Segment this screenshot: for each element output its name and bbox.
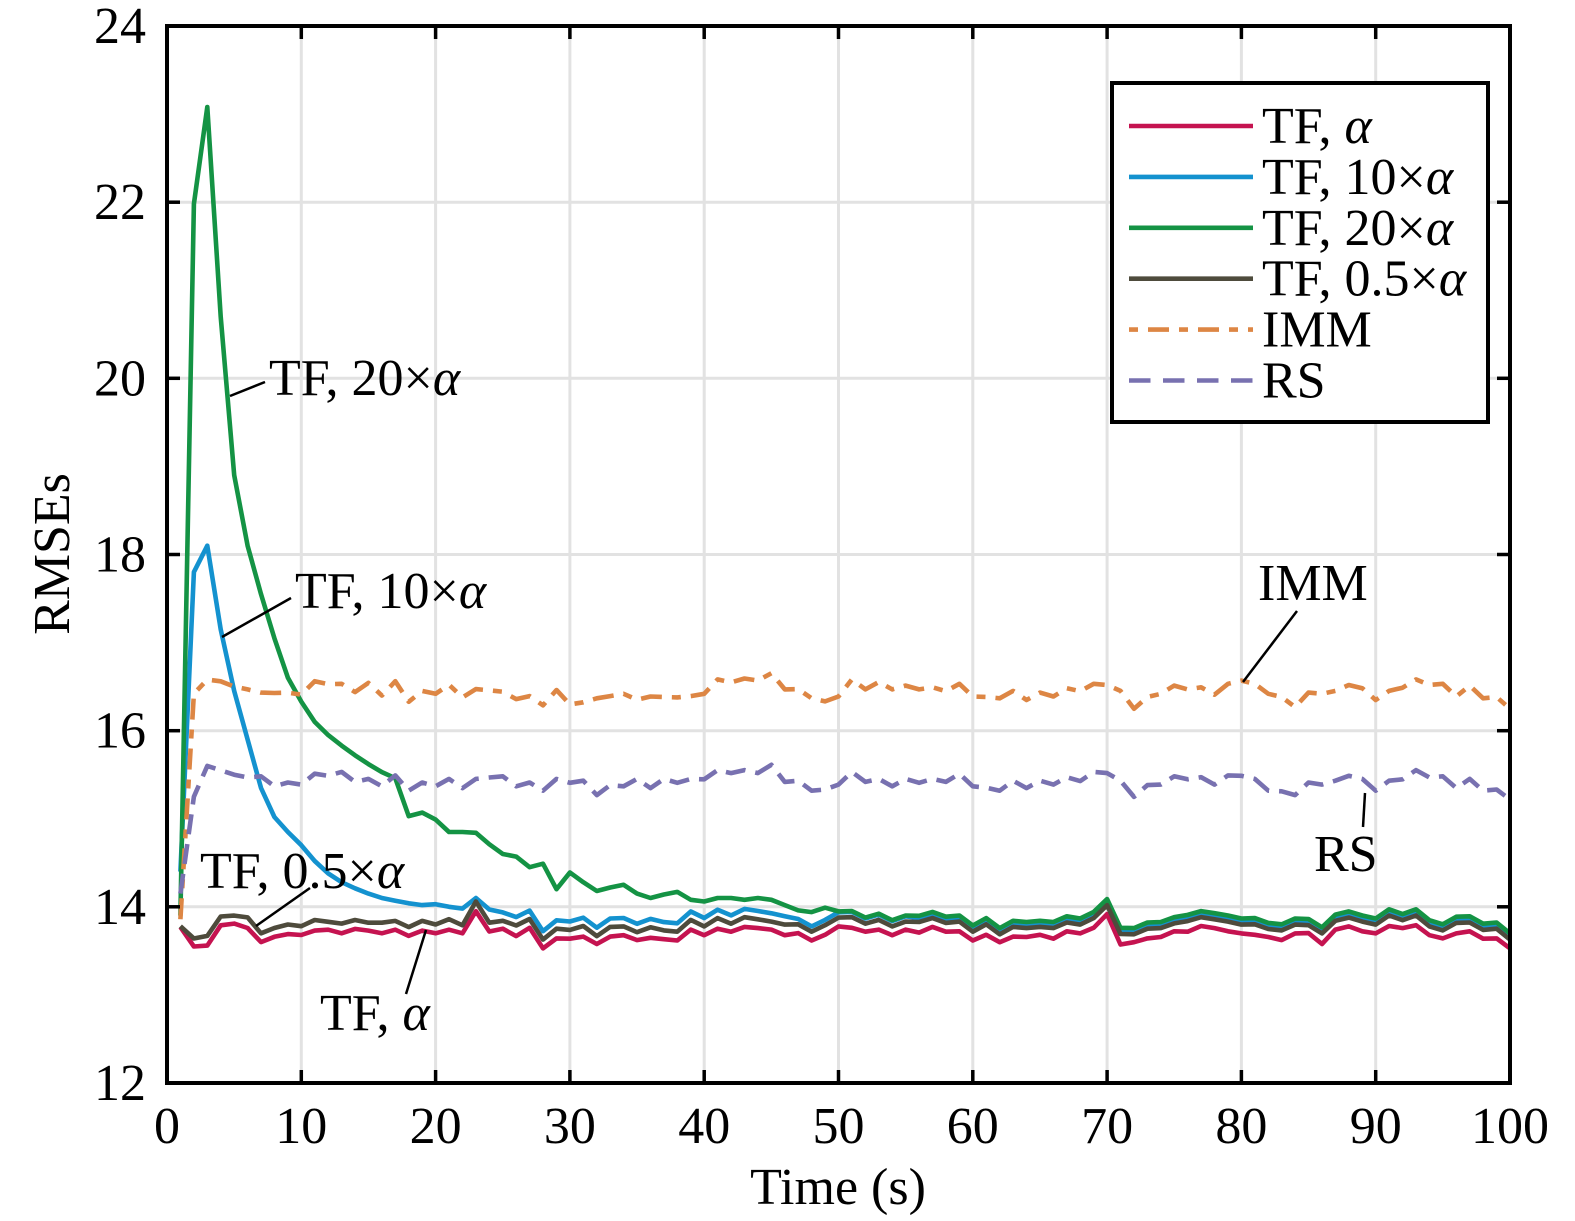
svg-text:Time (s): Time (s)	[750, 1159, 926, 1216]
svg-text:TF, α: TF, α	[320, 985, 432, 1042]
svg-text:14: 14	[94, 879, 146, 936]
svg-text:RS: RS	[1262, 353, 1326, 410]
svg-text:TF, 0.5×α: TF, 0.5×α	[1262, 251, 1468, 308]
svg-text:22: 22	[94, 174, 146, 231]
svg-text:18: 18	[94, 527, 146, 584]
svg-text:20: 20	[410, 1098, 462, 1155]
svg-text:20: 20	[94, 350, 146, 407]
svg-text:0: 0	[154, 1098, 180, 1155]
svg-text:24: 24	[94, 0, 146, 55]
svg-text:TF, 0.5×α: TF, 0.5×α	[200, 843, 406, 900]
svg-text:TF, 10×α: TF, 10×α	[1262, 149, 1455, 206]
svg-text:50: 50	[813, 1098, 865, 1155]
svg-text:10: 10	[275, 1098, 327, 1155]
svg-text:RS: RS	[1314, 826, 1378, 883]
svg-text:RMSEs: RMSEs	[24, 473, 81, 635]
svg-text:60: 60	[947, 1098, 999, 1155]
svg-text:90: 90	[1350, 1098, 1402, 1155]
svg-text:70: 70	[1081, 1098, 1133, 1155]
svg-text:80: 80	[1215, 1098, 1267, 1155]
svg-text:16: 16	[94, 703, 146, 760]
svg-text:TF, 20×α: TF, 20×α	[1262, 200, 1455, 257]
svg-text:12: 12	[94, 1055, 146, 1112]
svg-text:IMM: IMM	[1262, 302, 1372, 359]
svg-text:IMM: IMM	[1258, 555, 1368, 612]
svg-text:100: 100	[1471, 1098, 1549, 1155]
svg-text:40: 40	[678, 1098, 730, 1155]
svg-text:TF, 10×α: TF, 10×α	[295, 563, 488, 620]
svg-text:TF, 20×α: TF, 20×α	[269, 350, 462, 407]
svg-text:TF, α: TF, α	[1262, 98, 1374, 155]
svg-text:30: 30	[544, 1098, 596, 1155]
